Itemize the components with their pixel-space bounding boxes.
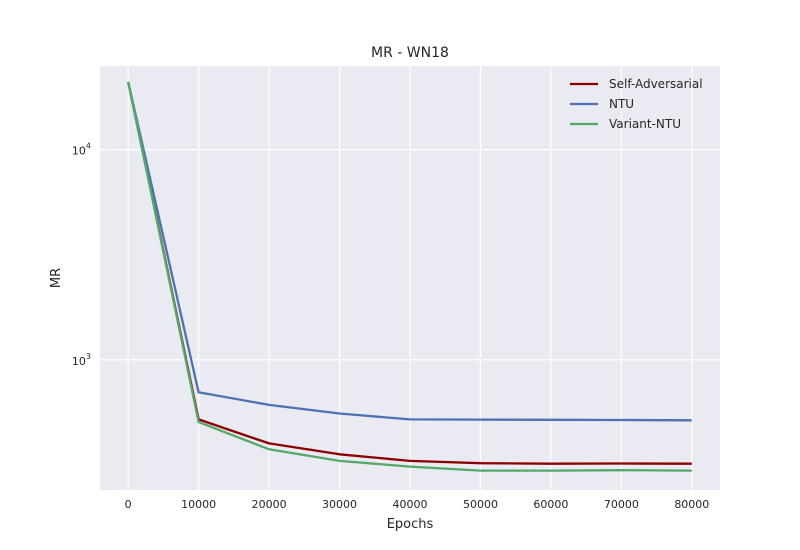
legend-label: Self-Adversarial <box>609 77 703 91</box>
x-tick-label: 70000 <box>604 498 639 511</box>
y-tick-label: 104 <box>72 142 91 158</box>
x-tick-label: 60000 <box>533 498 568 511</box>
series-line-self-adversarial <box>127 81 692 465</box>
y-tick-label: 103 <box>72 352 91 368</box>
x-tick-label: 20000 <box>252 498 287 511</box>
legend-label: NTU <box>609 97 634 111</box>
y-axis-label: MR <box>49 268 64 288</box>
x-axis-ticks: 0 10000 20000 30000 40000 50000 60000 70000 8000… <box>125 498 710 511</box>
x-tick-label: 40000 <box>393 498 428 511</box>
x-tick-label: 80000 <box>674 498 709 511</box>
chart-title: MR - WN18 <box>371 45 449 61</box>
legend-label: Variant-NTU <box>609 117 681 131</box>
series-line-variant-ntu <box>127 81 692 472</box>
x-axis-label: Epochs <box>387 517 434 532</box>
y-axis-ticks: 103 104 <box>72 142 91 368</box>
series-lines <box>127 81 692 472</box>
legend: Self-Adversarial NTU Variant-NTU <box>570 77 703 131</box>
x-tick-label: 30000 <box>322 498 357 511</box>
grid-lines <box>100 66 720 490</box>
x-tick-label: 50000 <box>463 498 498 511</box>
series-line-ntu <box>127 81 692 422</box>
x-tick-label: 0 <box>125 498 132 511</box>
x-tick-label: 10000 <box>181 498 216 511</box>
